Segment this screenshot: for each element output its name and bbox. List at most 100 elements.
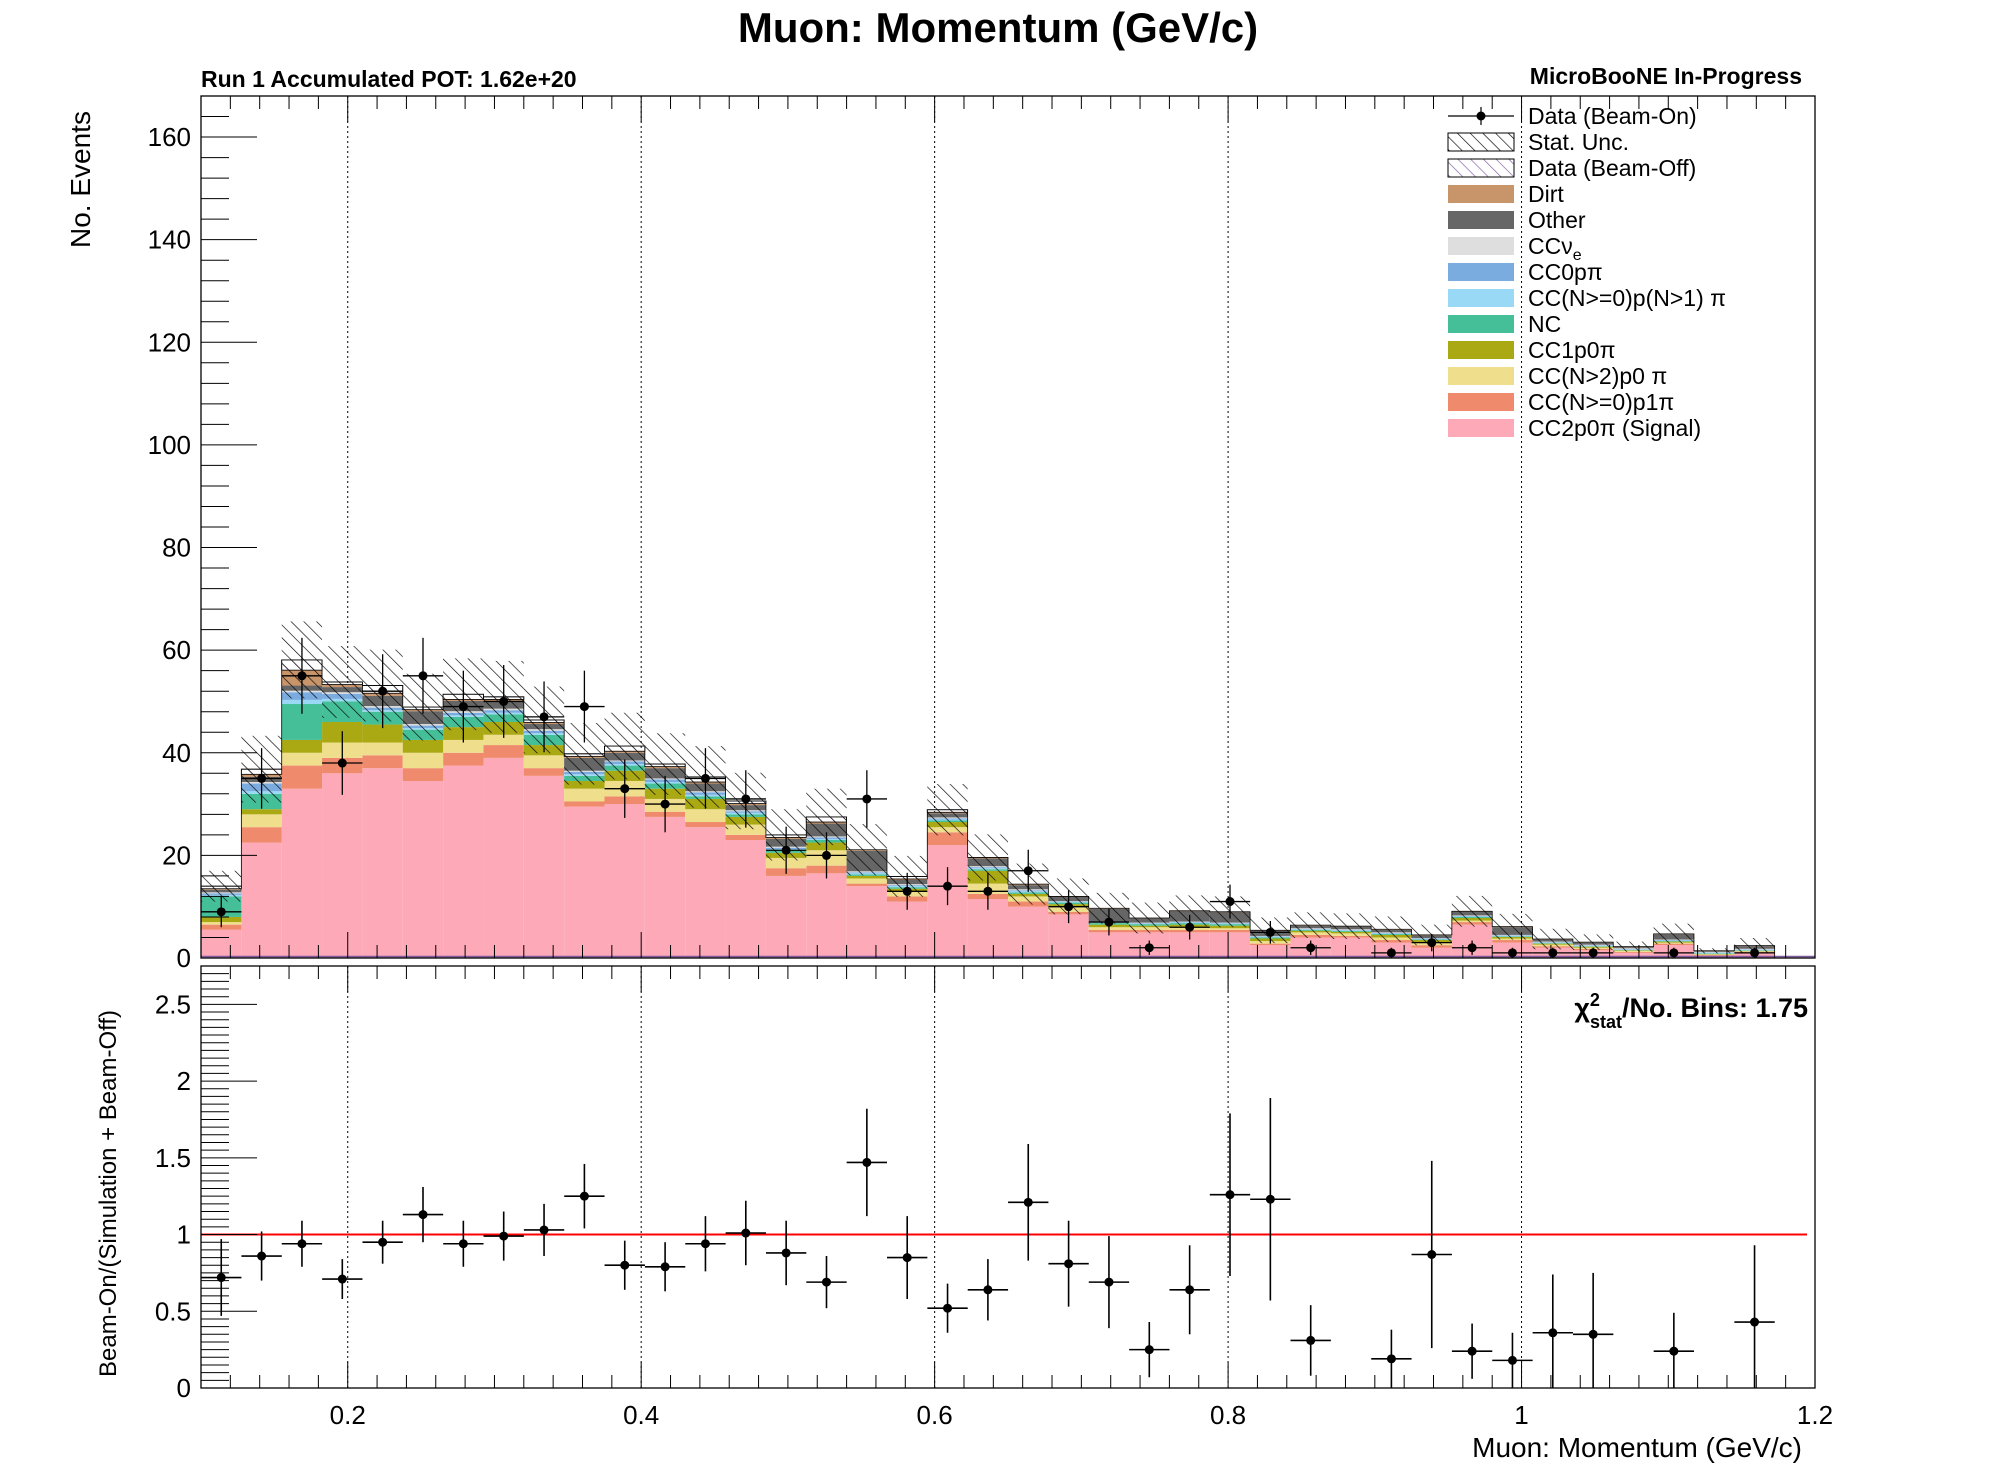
data-point-31 — [1467, 943, 1477, 953]
bar-2-37 — [1693, 954, 1735, 955]
bar-0-14 — [765, 875, 807, 958]
bar-0-10 — [604, 804, 645, 958]
bar-0-3 — [322, 773, 363, 958]
data-point-30 — [1427, 938, 1437, 948]
legend-swatch-5 — [1448, 237, 1514, 255]
data-point-26 — [1265, 927, 1275, 937]
legend-swatch-11 — [1448, 393, 1514, 411]
bar-0-11 — [644, 816, 686, 958]
ratio-point-20 — [1023, 1197, 1033, 1207]
top-ytick-label-6: 120 — [148, 327, 191, 357]
data-point-0 — [216, 907, 226, 917]
ratio-point-12 — [700, 1239, 710, 1249]
stat-unc-27 — [1290, 912, 1331, 938]
bottom-grid — [347, 966, 1523, 1388]
ratio-point-5 — [418, 1210, 428, 1220]
legend-swatch-7 — [1448, 289, 1514, 307]
data-point-7 — [499, 696, 509, 706]
data-point-15 — [821, 850, 831, 860]
bar-0-8 — [523, 775, 565, 958]
bar-1-32 — [1492, 940, 1533, 943]
bar-0-35 — [1613, 952, 1654, 958]
bar-1-1 — [241, 827, 282, 843]
ratio-point-13 — [741, 1228, 751, 1238]
bar-2-1 — [241, 814, 282, 828]
legend-label-9: CC1p0π — [1528, 337, 1615, 363]
data-point-25 — [1225, 897, 1235, 907]
bar-2-4 — [362, 742, 403, 756]
x-tick-label-5: 1.2 — [1797, 1400, 1833, 1430]
legend-label-8: NC — [1528, 311, 1561, 337]
ratio-point-19 — [983, 1285, 993, 1295]
bottom-ytick-label-4: 2 — [177, 1066, 191, 1096]
x-tick-label-0: 0.2 — [330, 1400, 366, 1430]
legend: Data (Beam-On)Stat. Unc.Data (Beam-Off)D… — [1447, 103, 1726, 441]
ratio-point-18 — [943, 1303, 953, 1313]
data-point-36 — [1669, 948, 1679, 958]
legend-swatch-1 — [1447, 132, 1515, 152]
bar-0-25 — [1209, 932, 1251, 958]
bar-1-35 — [1613, 951, 1654, 953]
data-point-2 — [297, 671, 307, 681]
bar-3-1 — [241, 809, 282, 815]
ratio-point-7 — [499, 1231, 509, 1241]
data-point-24 — [1185, 922, 1195, 932]
bar-3-2 — [281, 739, 323, 753]
data-point-13 — [741, 794, 751, 804]
ratio-point-31 — [1507, 1355, 1517, 1365]
data-point-17 — [902, 886, 912, 896]
bar-1-25 — [1209, 929, 1251, 933]
stat-unc-37 — [1693, 948, 1735, 954]
collaboration-label: MicroBooNE In-Progress — [1530, 63, 1802, 89]
legend-label-11: CC(N>=0)p1π — [1528, 389, 1674, 415]
top-ytick-label-2: 40 — [162, 738, 191, 768]
stat-unc-16 — [846, 824, 887, 876]
legend-swatch-2 — [1447, 158, 1515, 178]
bar-2-12 — [685, 809, 726, 823]
top-ytick-label-8: 160 — [148, 122, 191, 152]
beam-on-data-points — [201, 637, 1775, 958]
bar-1-9 — [564, 801, 605, 807]
bar-0-30 — [1411, 947, 1452, 958]
data-point-18 — [943, 881, 953, 891]
legend-swatch-3 — [1448, 185, 1514, 203]
ratio-point-8 — [539, 1225, 549, 1235]
bar-2-25 — [1209, 928, 1251, 930]
bar-0-9 — [564, 806, 605, 958]
ratio-point-6 — [458, 1239, 468, 1249]
legend-label-7: CC(N>=0)p(N>1) π — [1528, 285, 1726, 311]
ratio-point-2 — [297, 1239, 307, 1249]
x-axis-label: Muon: Momentum (GeV/c) — [1472, 1432, 1802, 1463]
top-y-axis-label: No. Events — [65, 111, 96, 248]
bar-0-15 — [806, 873, 847, 958]
stat-unc-18 — [927, 784, 968, 836]
data-point-32 — [1507, 948, 1517, 958]
data-point-10 — [620, 784, 630, 794]
ratio-point-25 — [1225, 1190, 1235, 1200]
ratio-point-22 — [1104, 1277, 1114, 1287]
bar-0-7 — [483, 757, 524, 958]
legend-label-3: Dirt — [1528, 181, 1564, 207]
legend-swatch-4 — [1448, 211, 1514, 229]
bar-1-12 — [685, 822, 726, 828]
stat-unc-33 — [1532, 928, 1573, 950]
ratio-point-3 — [337, 1274, 347, 1284]
legend-label-6: CC0pπ — [1528, 259, 1603, 285]
bar-1-8 — [523, 768, 565, 776]
bar-3-5 — [402, 739, 444, 753]
stat-unc-29 — [1371, 916, 1412, 943]
ratio-point-17 — [902, 1253, 912, 1263]
bar-2-13 — [725, 824, 766, 835]
stat-unc-35 — [1613, 941, 1654, 952]
data-point-29 — [1386, 948, 1396, 958]
bar-0-1 — [241, 842, 282, 958]
legend-label-10: CC(N>2)p0 π — [1528, 363, 1667, 389]
bottom-frame — [200, 965, 1816, 1389]
ratio-point-16 — [862, 1157, 872, 1167]
top-grid — [347, 96, 1523, 958]
legend-label-0: Data (Beam-On) — [1528, 103, 1697, 129]
ratio-point-10 — [620, 1260, 630, 1270]
x-tick-label-1: 0.4 — [623, 1400, 659, 1430]
bar-0-28 — [1330, 937, 1372, 958]
